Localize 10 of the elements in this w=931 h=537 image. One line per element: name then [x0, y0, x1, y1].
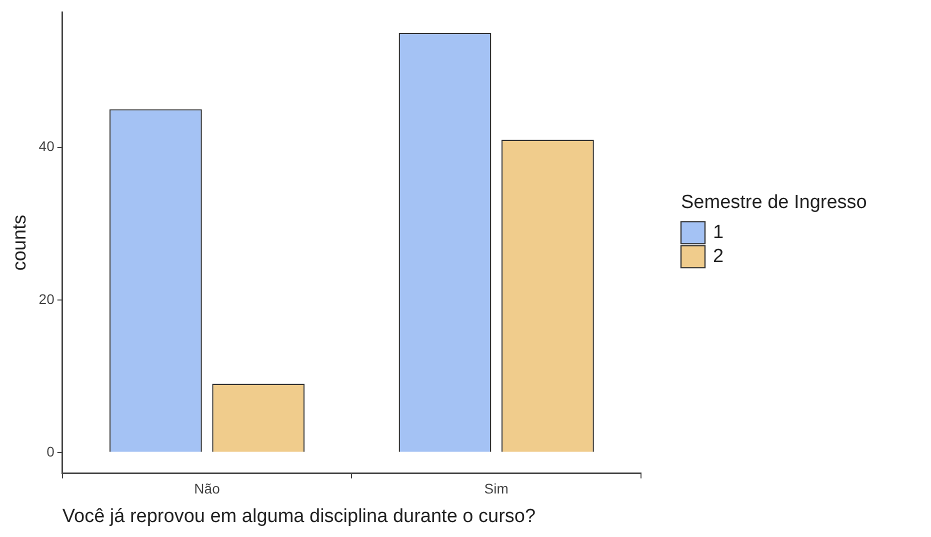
x-tick-label: Sim [484, 480, 508, 497]
y-tick-label: 20 [38, 290, 55, 307]
legend-label: 1 [713, 222, 724, 243]
y-axis-title: counts [10, 214, 31, 271]
x-tick-label: Não [194, 480, 220, 497]
x-axis-title: Você já reprovou em alguma disciplina durante o curso? [62, 506, 536, 527]
legend-label: 2 [713, 246, 724, 267]
y-tick-label: 0 [46, 443, 55, 460]
legend-title: Semestre de Ingresso [681, 192, 867, 213]
y-tick-label: 40 [38, 138, 55, 154]
